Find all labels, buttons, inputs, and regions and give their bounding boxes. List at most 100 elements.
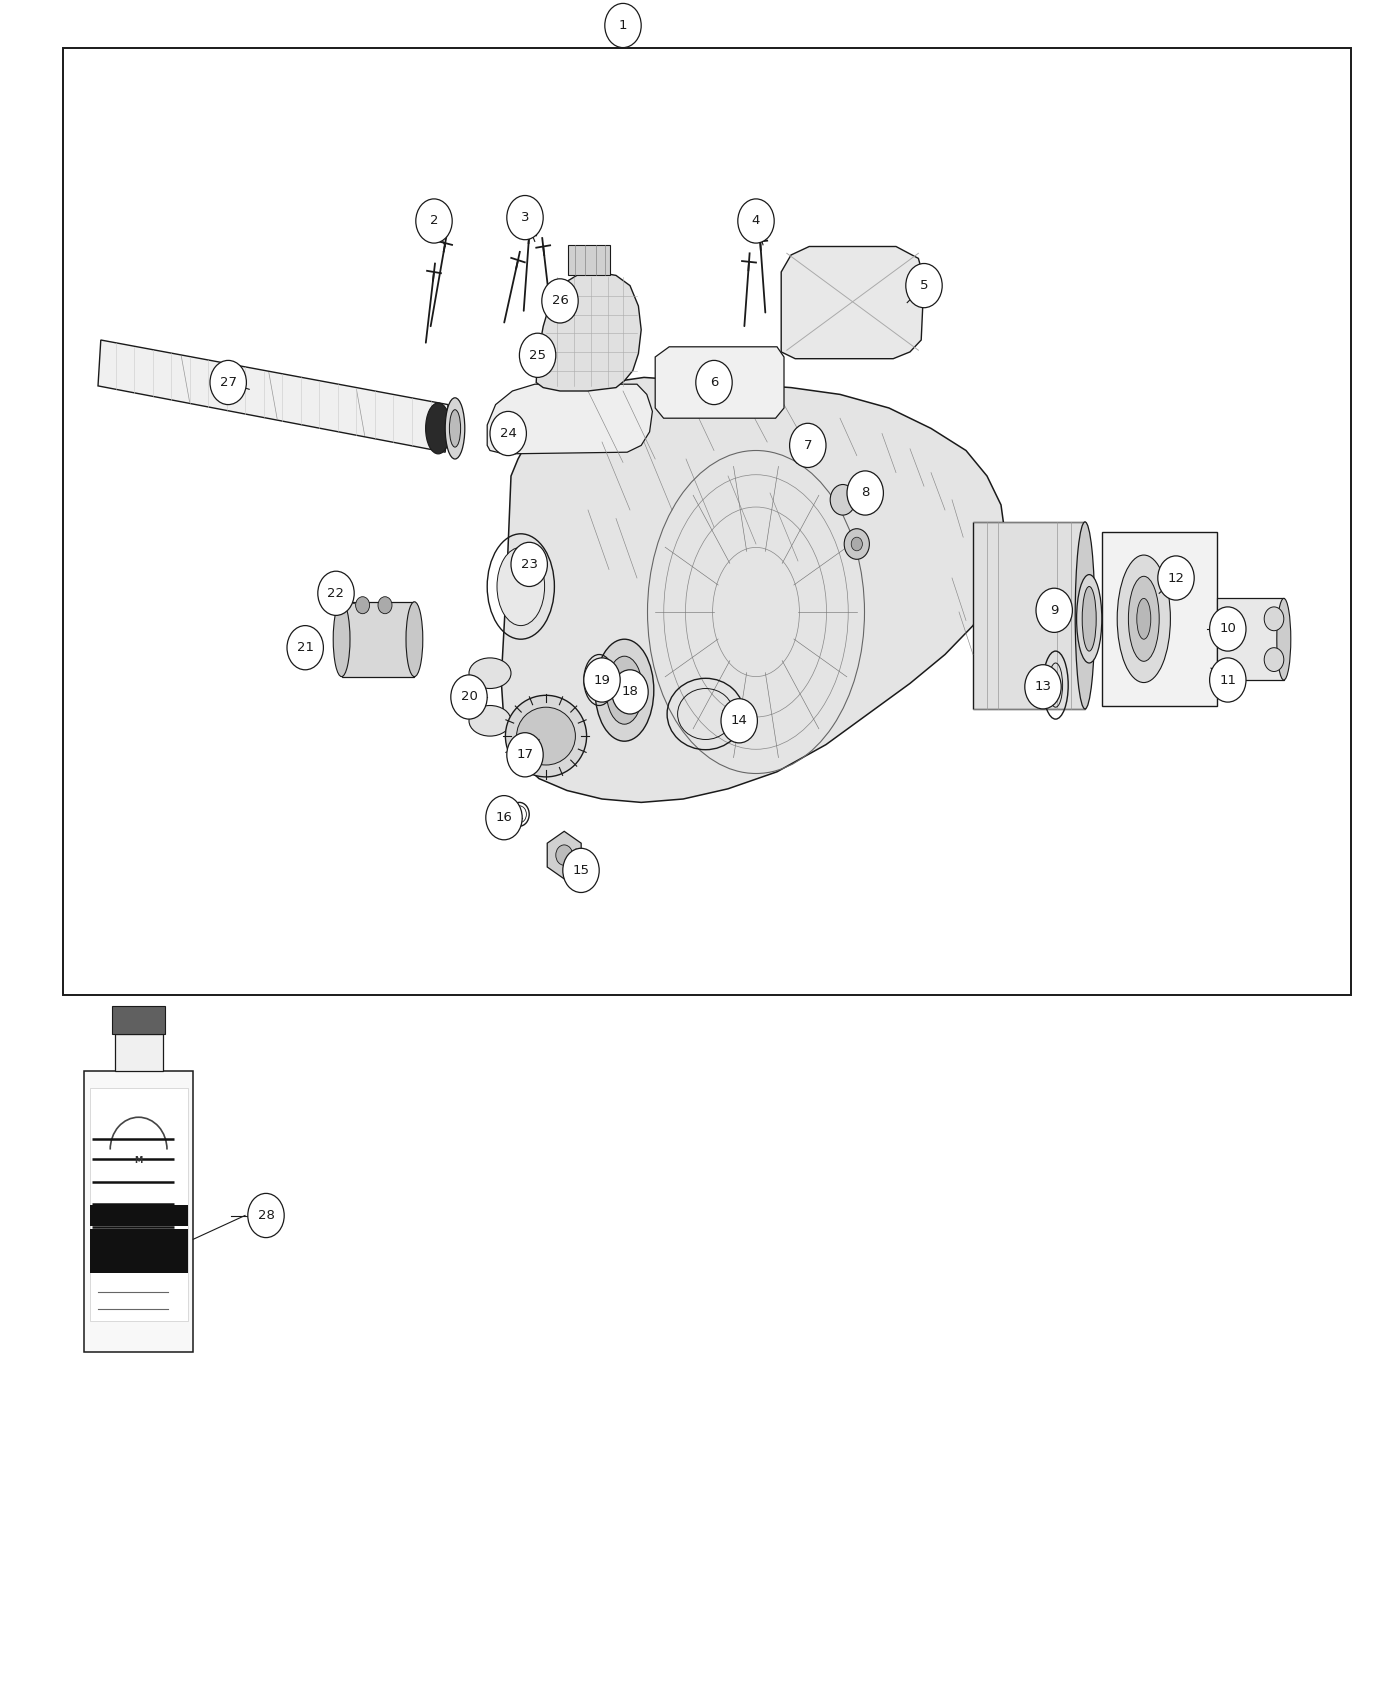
- Circle shape: [851, 537, 862, 551]
- Ellipse shape: [1075, 522, 1095, 709]
- Circle shape: [542, 279, 578, 323]
- Circle shape: [584, 658, 620, 702]
- Ellipse shape: [445, 398, 465, 459]
- Ellipse shape: [505, 695, 587, 777]
- Text: 8: 8: [861, 486, 869, 500]
- Circle shape: [1264, 648, 1284, 672]
- Text: 14: 14: [731, 714, 748, 728]
- Text: 20: 20: [461, 690, 477, 704]
- Circle shape: [1264, 607, 1284, 631]
- Ellipse shape: [426, 403, 451, 454]
- Bar: [90, 1088, 188, 1321]
- Circle shape: [416, 199, 452, 243]
- Ellipse shape: [517, 707, 575, 765]
- Text: 1: 1: [619, 19, 627, 32]
- Circle shape: [1158, 556, 1194, 600]
- Circle shape: [738, 199, 774, 243]
- Circle shape: [519, 333, 556, 377]
- Circle shape: [790, 423, 826, 468]
- Ellipse shape: [333, 602, 350, 677]
- Ellipse shape: [449, 410, 461, 447]
- Bar: [115, 1034, 162, 1071]
- Polygon shape: [547, 831, 581, 879]
- Text: 27: 27: [220, 376, 237, 389]
- Circle shape: [721, 699, 757, 743]
- Ellipse shape: [497, 547, 545, 626]
- Circle shape: [906, 264, 942, 308]
- Circle shape: [696, 360, 732, 405]
- Text: 9: 9: [1050, 604, 1058, 617]
- Polygon shape: [536, 272, 641, 391]
- Text: 25: 25: [529, 348, 546, 362]
- Polygon shape: [98, 340, 448, 452]
- Circle shape: [378, 597, 392, 614]
- Circle shape: [486, 796, 522, 840]
- Bar: [1102, 532, 1217, 706]
- Circle shape: [612, 670, 648, 714]
- Text: 22: 22: [328, 586, 344, 600]
- Bar: [84, 1071, 193, 1352]
- Circle shape: [507, 733, 543, 777]
- Circle shape: [605, 3, 641, 48]
- Text: 6: 6: [710, 376, 718, 389]
- Text: 21: 21: [297, 641, 314, 654]
- Bar: [973, 522, 1085, 709]
- Text: 23: 23: [521, 558, 538, 571]
- Text: 13: 13: [1035, 680, 1051, 694]
- Bar: [1217, 598, 1284, 680]
- Circle shape: [1210, 607, 1246, 651]
- Text: 15: 15: [573, 864, 589, 877]
- Text: 16: 16: [496, 811, 512, 824]
- Text: 3: 3: [521, 211, 529, 224]
- Circle shape: [356, 597, 370, 614]
- Circle shape: [847, 471, 883, 515]
- Bar: [90, 1229, 188, 1273]
- Text: M: M: [134, 1156, 143, 1164]
- Circle shape: [830, 484, 855, 515]
- Ellipse shape: [606, 656, 643, 724]
- Bar: [112, 1006, 165, 1034]
- Text: 18: 18: [622, 685, 638, 699]
- Text: 28: 28: [258, 1209, 274, 1222]
- Polygon shape: [487, 384, 652, 454]
- Text: 10: 10: [1219, 622, 1236, 636]
- Ellipse shape: [1082, 586, 1096, 651]
- Polygon shape: [781, 246, 924, 359]
- Ellipse shape: [1077, 575, 1102, 663]
- Circle shape: [490, 411, 526, 456]
- Circle shape: [507, 196, 543, 240]
- Ellipse shape: [1277, 598, 1291, 680]
- Text: 24: 24: [500, 427, 517, 440]
- Circle shape: [318, 571, 354, 615]
- Ellipse shape: [595, 639, 654, 741]
- Text: 11: 11: [1219, 673, 1236, 687]
- Bar: [568, 245, 610, 275]
- Ellipse shape: [1137, 598, 1151, 639]
- Text: 5: 5: [920, 279, 928, 292]
- Text: 2: 2: [430, 214, 438, 228]
- Circle shape: [1210, 658, 1246, 702]
- Ellipse shape: [406, 602, 423, 677]
- Bar: [342, 602, 414, 677]
- Circle shape: [210, 360, 246, 405]
- Ellipse shape: [1117, 554, 1170, 683]
- Bar: [63, 48, 1351, 994]
- Bar: [90, 1205, 188, 1226]
- Ellipse shape: [469, 706, 511, 736]
- Circle shape: [287, 626, 323, 670]
- Ellipse shape: [1128, 576, 1159, 661]
- Circle shape: [511, 542, 547, 586]
- Polygon shape: [501, 377, 1005, 802]
- Text: 4: 4: [752, 214, 760, 228]
- Circle shape: [1025, 665, 1061, 709]
- Polygon shape: [655, 347, 784, 418]
- Circle shape: [1036, 588, 1072, 632]
- Text: 7: 7: [804, 439, 812, 452]
- Circle shape: [844, 529, 869, 559]
- Circle shape: [248, 1193, 284, 1238]
- Text: 26: 26: [552, 294, 568, 308]
- Circle shape: [556, 845, 573, 865]
- Text: 19: 19: [594, 673, 610, 687]
- Text: 17: 17: [517, 748, 533, 762]
- Circle shape: [451, 675, 487, 719]
